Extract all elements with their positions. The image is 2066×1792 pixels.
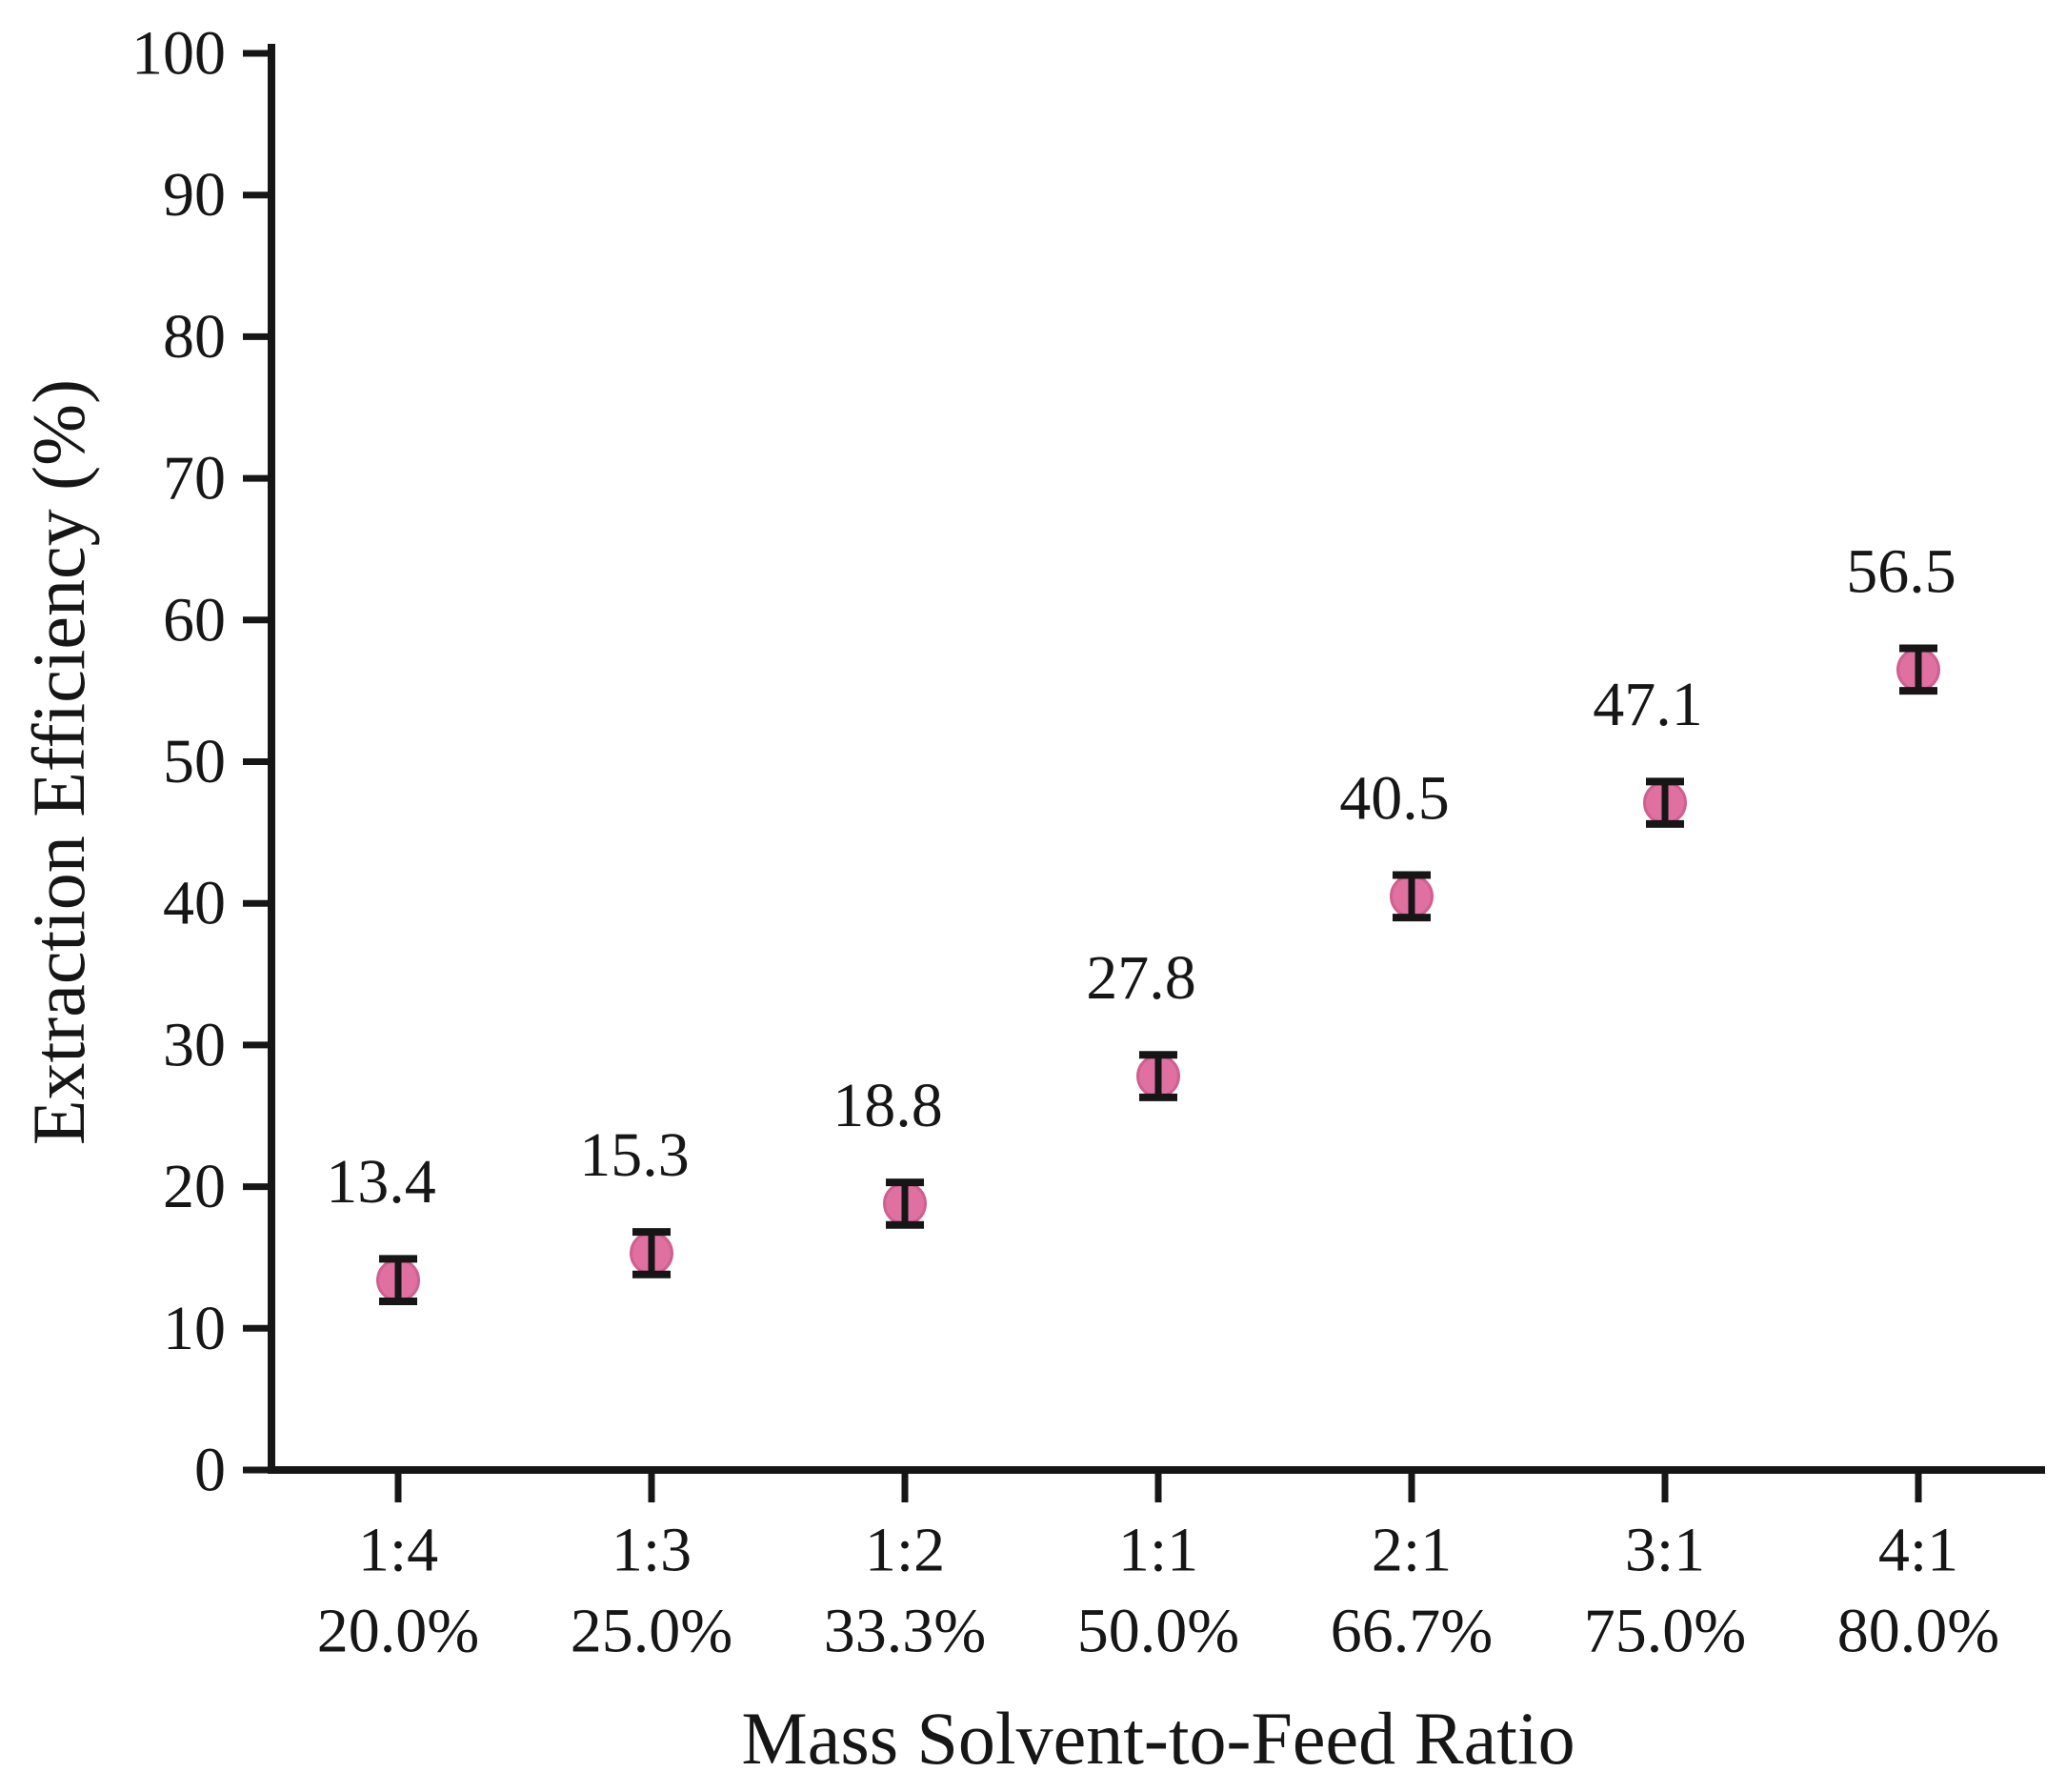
data-point-label: 47.1 bbox=[1593, 670, 1703, 739]
y-tick-label: 70 bbox=[163, 444, 226, 513]
y-tick-label: 50 bbox=[163, 727, 226, 796]
x-tick-label-percent: 25.0% bbox=[571, 1597, 732, 1666]
x-tick-label-ratio: 1:4 bbox=[358, 1516, 438, 1585]
data-point-label: 40.5 bbox=[1339, 763, 1450, 833]
x-tick-label-ratio: 2:1 bbox=[1372, 1516, 1452, 1585]
data-point-label: 56.5 bbox=[1846, 536, 1956, 606]
x-tick-label-percent: 20.0% bbox=[317, 1597, 479, 1666]
data-point-label: 18.8 bbox=[832, 1071, 943, 1140]
data-point-label: 15.3 bbox=[579, 1120, 690, 1190]
x-tick-label-ratio: 1:3 bbox=[612, 1516, 692, 1585]
y-axis-title: Extraction Efficiency (%) bbox=[17, 378, 100, 1146]
y-tick-label: 40 bbox=[163, 869, 226, 938]
x-tick-label-percent: 33.3% bbox=[824, 1597, 986, 1666]
y-tick-label: 0 bbox=[194, 1436, 226, 1505]
y-tick-label: 10 bbox=[163, 1294, 226, 1363]
x-tick-label-percent: 50.0% bbox=[1077, 1597, 1239, 1666]
y-tick-label: 100 bbox=[131, 19, 226, 89]
x-tick-label-percent: 66.7% bbox=[1331, 1597, 1493, 1666]
data-point-label: 13.4 bbox=[326, 1147, 436, 1217]
y-tick-label: 60 bbox=[163, 585, 226, 654]
x-tick-label-percent: 75.0% bbox=[1584, 1597, 1746, 1666]
x-tick-label-ratio: 1:1 bbox=[1118, 1516, 1198, 1585]
x-tick-label-ratio: 3:1 bbox=[1625, 1516, 1705, 1585]
y-tick-label: 20 bbox=[163, 1152, 226, 1221]
y-tick-label: 30 bbox=[163, 1010, 226, 1079]
y-tick-label: 80 bbox=[163, 302, 226, 372]
x-axis-title: Mass Solvent-to-Feed Ratio bbox=[741, 1697, 1575, 1780]
x-tick-label-percent: 80.0% bbox=[1837, 1597, 1999, 1666]
data-point-label: 27.8 bbox=[1086, 943, 1196, 1013]
x-tick-label-ratio: 1:2 bbox=[865, 1516, 945, 1585]
y-tick-label: 90 bbox=[163, 160, 226, 230]
x-tick-label-ratio: 4:1 bbox=[1878, 1516, 1958, 1585]
